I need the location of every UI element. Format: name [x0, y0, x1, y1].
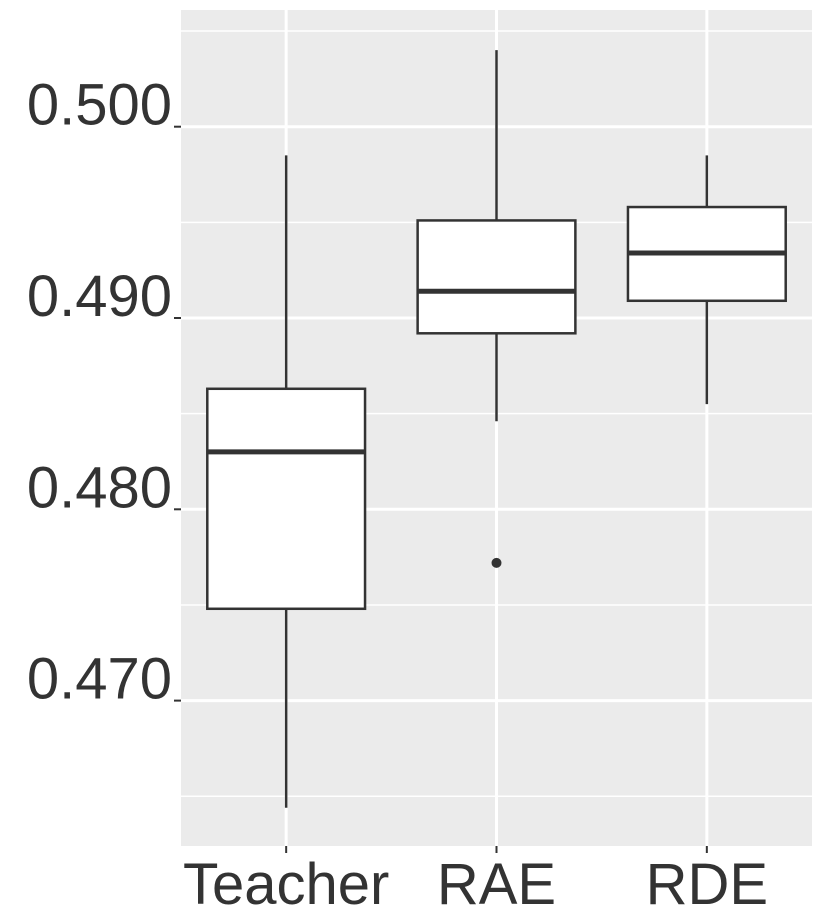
x-axis: Teacher RAE RDE — [183, 846, 768, 915]
box-rde — [626, 155, 787, 405]
iqr-box — [206, 387, 367, 611]
iqr-box — [416, 219, 577, 335]
outlier-point — [491, 557, 502, 568]
box-teacher — [206, 155, 367, 808]
y-tick-label: 0.470 — [27, 647, 172, 712]
y-axis: 0.470 0.480 0.490 0.500 — [27, 73, 181, 712]
x-tick-label: RDE — [646, 852, 768, 915]
y-tick-label: 0.480 — [27, 455, 172, 520]
box-series — [206, 50, 787, 808]
y-tick-label: 0.500 — [27, 73, 172, 138]
y-tick-label: 0.490 — [27, 264, 172, 329]
box-rae — [416, 50, 577, 568]
x-tick-label: RAE — [437, 852, 556, 915]
x-tick-label: Teacher — [183, 852, 389, 915]
